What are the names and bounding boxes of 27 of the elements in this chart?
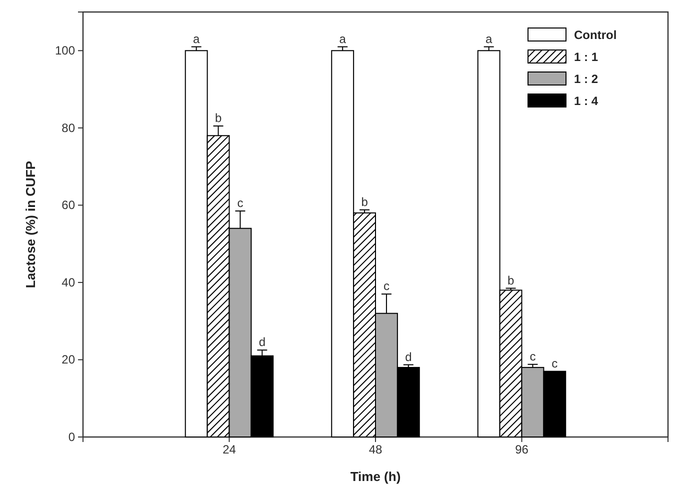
legend-label: 1 : 2 <box>574 72 598 86</box>
y-tick-label: 60 <box>62 198 76 212</box>
annotation: a <box>339 32 346 46</box>
y-tick-label: 80 <box>62 120 76 135</box>
annotation: c <box>383 279 390 294</box>
x-tick-label: 48 <box>368 442 382 457</box>
legend-label: 1 : 1 <box>574 50 598 64</box>
annotation: a <box>486 32 492 46</box>
annotation: c <box>530 349 536 364</box>
annotation: b <box>214 110 222 125</box>
annotation: a <box>193 32 200 46</box>
annotation: b <box>507 273 514 288</box>
x-tick-label: 96 <box>515 442 529 457</box>
legend-label: Control <box>574 28 617 42</box>
y-tick-label: 40 <box>62 275 76 290</box>
y-tick-label: 0 <box>68 430 76 444</box>
y-tick-label: 100 <box>54 43 76 58</box>
annotation: d <box>405 350 412 364</box>
annotation: b <box>361 194 368 209</box>
x-tick-label: 24 <box>222 442 236 457</box>
annotation: c <box>237 196 244 210</box>
annotation: c <box>552 356 558 370</box>
annotation: d <box>258 335 266 350</box>
y-tick-label: 20 <box>62 352 76 367</box>
x-axis-title: Time (h) <box>350 469 401 484</box>
legend-label: 1 : 4 <box>574 94 598 108</box>
y-axis-title: Lactose (%) in CUFP <box>23 160 38 288</box>
